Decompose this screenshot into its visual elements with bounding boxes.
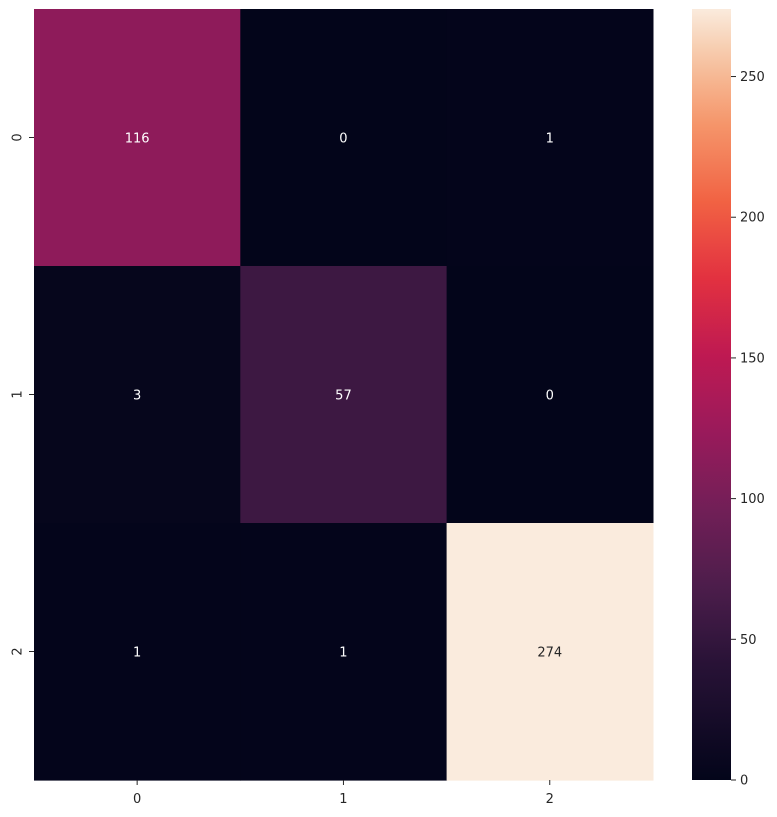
cell-value-label: 1 — [339, 646, 347, 661]
heatmap-cells — [34, 9, 654, 781]
y-tick-label: 0 — [11, 133, 26, 141]
colorbar-tick-label: 200 — [740, 211, 765, 226]
x-axis: 0 1 2 — [133, 780, 554, 807]
y-axis: 0 1 2 — [11, 133, 34, 656]
colorbar-gradient — [692, 9, 731, 780]
heatmap-cell — [240, 266, 448, 524]
cell-annotations: 116 0 1 3 57 0 1 1 274 — [125, 132, 562, 661]
heatmap-cell — [240, 523, 448, 781]
cell-value-label: 57 — [335, 389, 352, 404]
colorbar: 0 50 100 150 200 250 — [692, 9, 765, 789]
heatmap-cell — [34, 523, 241, 781]
heatmap-cell — [34, 266, 241, 524]
y-tick-label: 1 — [11, 390, 26, 398]
colorbar-tick-label: 100 — [740, 492, 765, 507]
cell-value-label: 0 — [339, 132, 347, 147]
cell-value-label: 1 — [546, 132, 554, 147]
x-tick-label: 0 — [133, 792, 141, 807]
heatmap-cell — [446, 9, 654, 267]
colorbar-tick-label: 50 — [740, 633, 757, 648]
heatmap-cell — [240, 9, 448, 267]
colorbar-tick-label: 250 — [740, 70, 765, 85]
heatmap-cell — [446, 523, 654, 781]
x-tick-label: 1 — [339, 792, 347, 807]
cell-value-label: 274 — [537, 646, 562, 661]
colorbar-tick-label: 150 — [740, 351, 765, 366]
cell-value-label: 1 — [133, 646, 141, 661]
cell-value-label: 116 — [125, 132, 150, 147]
cell-value-label: 3 — [133, 389, 141, 404]
colorbar-tick-label: 0 — [740, 774, 748, 789]
x-tick-label: 2 — [546, 792, 554, 807]
heatmap-cell — [34, 9, 241, 267]
y-tick-label: 2 — [11, 647, 26, 655]
cell-value-label: 0 — [546, 389, 554, 404]
heatmap-cell — [446, 266, 654, 524]
